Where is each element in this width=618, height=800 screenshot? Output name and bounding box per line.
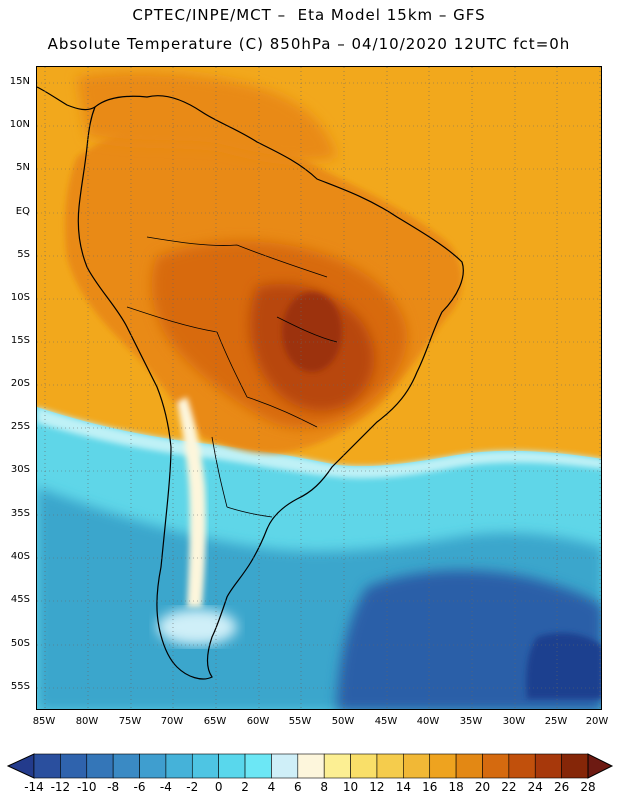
legend-label: -6: [133, 780, 146, 794]
field-darkest-blue: [526, 632, 601, 699]
lat-label: 10S: [10, 292, 30, 303]
legend-swatch: [244, 753, 272, 779]
legend-swatch: [350, 753, 378, 779]
lon-label: 45W: [374, 716, 398, 727]
legend-label: 24: [527, 780, 543, 794]
legend-swatch: [429, 753, 457, 779]
lon-label: 85W: [32, 716, 56, 727]
legend-swatch: [508, 753, 536, 779]
color-scale-legend: [6, 753, 614, 779]
lat-label: 40S: [10, 551, 30, 562]
legend-swatch: [60, 753, 88, 779]
legend-label: 2: [241, 780, 249, 794]
lat-label: 15S: [10, 335, 30, 346]
legend-swatch: [482, 753, 510, 779]
legend-swatch: [561, 753, 589, 779]
legend-label: -10: [76, 780, 97, 794]
legend-label: 0: [214, 780, 223, 794]
lat-label: 35S: [10, 508, 30, 519]
temperature-map: [36, 66, 602, 710]
coastline-south-america: [77, 95, 464, 680]
legend-swatch: [218, 753, 246, 779]
legend-arrow-high: [587, 753, 614, 779]
legend-swatch: [191, 753, 219, 779]
legend-swatch: [165, 753, 193, 779]
lat-label: 15N: [9, 76, 30, 87]
lon-label: 25W: [544, 716, 568, 727]
legend-label: 28: [580, 780, 596, 794]
legend-label: 12: [369, 780, 385, 794]
legend-swatch: [33, 753, 61, 779]
legend-label: 26: [553, 780, 570, 794]
lat-label: 30S: [10, 464, 30, 475]
legend-swatch: [297, 753, 325, 779]
legend-swatch: [271, 753, 299, 779]
legend-label: 14: [395, 780, 411, 794]
legend-label: -14: [24, 780, 44, 794]
lat-label: 25S: [10, 421, 30, 432]
legend-swatch: [403, 753, 431, 779]
legend-swatch: [534, 753, 562, 779]
lon-label: 20W: [585, 716, 609, 727]
legend-label: 22: [501, 780, 517, 794]
legend-label: -4: [159, 780, 172, 794]
lon-label: 75W: [118, 716, 142, 727]
lat-label: 20S: [10, 378, 30, 389]
lon-label: 70W: [160, 716, 184, 727]
lon-label: 35W: [459, 716, 483, 727]
legend-label: -2: [186, 780, 199, 794]
legend-swatch: [455, 753, 483, 779]
lon-label: 55W: [288, 716, 312, 727]
legend-swatch: [376, 753, 404, 779]
legend-label: 8: [320, 780, 328, 794]
field-cold-pocket: [157, 609, 237, 645]
legend-label: 20: [474, 780, 491, 794]
field-andes-strip: [177, 397, 206, 607]
lat-label: 5S: [17, 249, 30, 260]
lat-label: 5N: [16, 162, 30, 173]
lat-label: 45S: [10, 594, 30, 605]
lat-label: 10N: [9, 119, 30, 130]
legend-label: -12: [50, 780, 71, 794]
map-subtitle: Absolute Temperature (C) 850hPa – 04/10/…: [47, 35, 571, 53]
legend-swatch: [112, 753, 140, 779]
legend-label: 4: [267, 780, 276, 794]
country-borders: [126, 236, 338, 518]
map-title: CPTEC/INPE/MCT – Eta Model 15km – GFS: [132, 6, 486, 24]
coastline-central-america: [37, 86, 96, 111]
lon-label: 50W: [331, 716, 355, 727]
legend-label: -8: [107, 780, 120, 794]
legend-swatch: [323, 753, 351, 779]
lat-label: EQ: [15, 206, 30, 217]
legend-label: 10: [342, 780, 359, 794]
legend-label: 6: [293, 780, 302, 794]
lat-label: 55S: [10, 681, 30, 692]
lon-label: 80W: [75, 716, 99, 727]
lon-label: 65W: [203, 716, 227, 727]
map-canvas: [37, 67, 601, 709]
lat-label: 50S: [10, 638, 30, 649]
legend-swatch: [139, 753, 167, 779]
field-cold-light: [37, 407, 601, 479]
grid-lines: [37, 67, 601, 709]
legend-arrow-low: [6, 753, 35, 779]
lon-label: 30W: [502, 716, 526, 727]
legend-swatch: [86, 753, 114, 779]
field-core-very-hot: [282, 292, 342, 372]
field-north-warm: [77, 71, 337, 162]
lon-label: 60W: [246, 716, 270, 727]
legend-label: 16: [422, 780, 438, 794]
lon-label: 40W: [416, 716, 440, 727]
legend-label: 18: [448, 780, 464, 794]
